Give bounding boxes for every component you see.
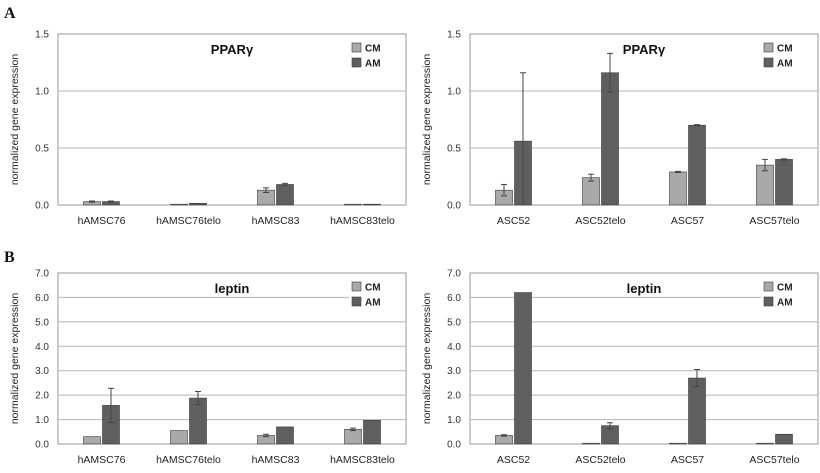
y-tick-label: 0.0: [447, 201, 461, 212]
legend-swatch-cm: [763, 281, 774, 292]
category-label: ASC52telo: [575, 215, 625, 227]
bar-am: [363, 420, 381, 445]
y-axis-label: normalized gene expression: [421, 54, 433, 185]
bar-cm: [344, 203, 362, 206]
y-tick-label: 5.0: [447, 317, 461, 328]
category-label: hAMSC76telo: [156, 454, 221, 466]
y-tick-label: 6.0: [35, 293, 49, 304]
y-tick-label: 0.0: [447, 440, 461, 451]
legend-swatch-am: [351, 57, 362, 68]
y-tick-label: 1.0: [35, 415, 49, 426]
bar-cm: [83, 436, 101, 445]
legend-swatch-am: [763, 296, 774, 307]
legend-label-cm: CM: [365, 283, 381, 294]
chart-2: 0.0 0.5 1.0 1.5 normalized gene expression PP…: [421, 30, 819, 227]
y-tick-label: 1.0: [35, 87, 49, 98]
y-tick-label: 5.0: [35, 317, 49, 328]
legend-label-cm: CM: [365, 44, 381, 55]
bar-am: [775, 159, 793, 206]
bar-cm: [495, 435, 513, 445]
category-label: ASC57: [671, 215, 704, 227]
chart-1: 0.0 0.5 1.0 1.5 normalized gene expression PP…: [9, 30, 407, 227]
y-tick-label: 2.0: [35, 391, 49, 402]
y-tick-label: 0.5: [35, 144, 49, 155]
bar-am: [189, 202, 207, 206]
y-tick-label: 1.5: [447, 30, 461, 41]
bar-am: [276, 426, 294, 445]
category-label: ASC52telo: [575, 454, 625, 466]
bar-cm: [582, 442, 600, 445]
y-tick-label: 7.0: [35, 269, 49, 280]
bar-cm: [669, 171, 687, 206]
chart-title: PPARγ: [211, 42, 254, 57]
category-label: hAMSC83telo: [330, 454, 395, 466]
chart-title: PPARγ: [623, 42, 666, 57]
bar-am: [276, 184, 294, 206]
bar-cm: [170, 430, 188, 445]
category-label: ASC57telo: [749, 454, 799, 466]
legend: CM AM: [761, 40, 817, 74]
y-tick-label: 3.0: [447, 366, 461, 377]
y-tick-label: 6.0: [447, 293, 461, 304]
legend-swatch-am: [763, 57, 774, 68]
y-tick-label: 0.0: [35, 201, 49, 212]
bar-cm: [170, 203, 188, 206]
category-label: hAMSC83telo: [330, 215, 395, 227]
chart-4: 0.0 1.0 2.0 3.0 4.0 5.0 6.0 7.0 normalized gene …: [421, 269, 819, 466]
bar-am: [775, 433, 793, 445]
legend-label-am: AM: [365, 298, 381, 309]
legend-label-cm: CM: [777, 283, 793, 294]
y-tick-label: 2.0: [447, 391, 461, 402]
y-tick-label: 1.0: [447, 87, 461, 98]
plot-area: [57, 33, 407, 206]
y-tick-label: 1.0: [447, 415, 461, 426]
y-axis-label: normalized gene expression: [9, 54, 21, 185]
category-label: hAMSC76: [78, 215, 126, 227]
bar-cm: [344, 429, 362, 445]
y-tick-label: 0.5: [447, 144, 461, 155]
category-label: hAMSC76: [78, 454, 126, 466]
y-tick-label: 3.0: [35, 366, 49, 377]
bar-am: [363, 203, 381, 206]
category-label: hAMSC83: [252, 215, 300, 227]
chart-title: leptin: [215, 281, 250, 296]
panel-label-b: B: [4, 249, 15, 266]
y-axis-label: normalized gene expression: [9, 293, 21, 424]
legend-label-cm: CM: [777, 44, 793, 55]
y-tick-label: 4.0: [35, 342, 49, 353]
bar-am: [688, 377, 706, 445]
legend-swatch-cm: [763, 42, 774, 53]
category-label: ASC52: [497, 454, 530, 466]
category-label: ASC57telo: [749, 215, 799, 227]
legend-label-am: AM: [777, 298, 793, 309]
y-tick-label: 0.0: [35, 440, 49, 451]
y-axis-label: normalized gene expression: [421, 293, 433, 424]
y-tick-label: 1.5: [35, 30, 49, 41]
legend: CM AM: [761, 279, 817, 313]
chart-3: 0.0 1.0 2.0 3.0 4.0 5.0 6.0 7.0 normalized gene …: [9, 269, 407, 466]
bar-cm: [756, 442, 774, 445]
panel-label-a: A: [4, 5, 16, 22]
legend-swatch-cm: [351, 42, 362, 53]
legend: CM AM: [349, 279, 405, 313]
bar-am: [514, 292, 532, 445]
legend-label-am: AM: [777, 59, 793, 70]
chart-title: leptin: [627, 281, 662, 296]
legend-swatch-cm: [351, 281, 362, 292]
category-label: hAMSC83: [252, 454, 300, 466]
category-label: ASC52: [497, 215, 530, 227]
category-label: hAMSC76telo: [156, 215, 221, 227]
bar-cm: [582, 177, 600, 206]
y-tick-label: 7.0: [447, 269, 461, 280]
legend-label-am: AM: [365, 59, 381, 70]
y-tick-label: 4.0: [447, 342, 461, 353]
charts-container: 0.0 0.5 1.0 1.5 normalized gene expression PP…: [9, 30, 819, 466]
legend-swatch-am: [351, 296, 362, 307]
bar-am: [688, 124, 706, 206]
category-label: ASC57: [671, 454, 704, 466]
legend: CM AM: [349, 40, 405, 74]
bar-cm: [669, 442, 687, 445]
